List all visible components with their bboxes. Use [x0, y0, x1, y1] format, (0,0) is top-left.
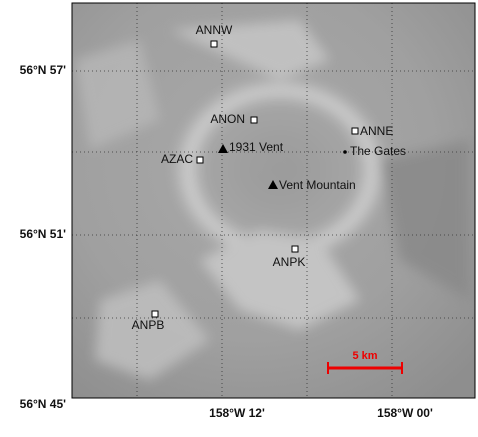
lon-label: 158°W 00'	[377, 406, 433, 420]
station-marker	[211, 41, 217, 47]
lon-label: 158°W 12'	[209, 406, 265, 420]
scale-label: 5 km	[352, 350, 377, 362]
station-marker	[352, 128, 358, 134]
station-label: ANPK	[273, 255, 306, 269]
station-label: AZAC	[161, 152, 193, 166]
place-marker	[343, 150, 347, 154]
station-marker	[292, 246, 298, 252]
station-label: ANNE	[360, 124, 393, 138]
lat-label: 56°N 51'	[20, 227, 66, 241]
station-marker	[251, 117, 257, 123]
station-label: ANNW	[196, 23, 233, 37]
vent-label: Vent Mountain	[279, 178, 356, 192]
map: 56°N 57' 56°N 51' 56°N 45' 158°W 12' 158…	[0, 0, 478, 432]
station-label: ANPB	[132, 318, 165, 332]
place-label: The Gates	[350, 144, 406, 158]
lat-label: 56°N 57'	[20, 63, 66, 77]
terrain	[72, 3, 475, 398]
vent-label: 1931 Vent	[229, 140, 284, 154]
station-marker	[152, 311, 158, 317]
station-marker	[197, 157, 203, 163]
station-label: ANON	[210, 112, 245, 126]
lat-label: 56°N 45'	[20, 397, 66, 411]
